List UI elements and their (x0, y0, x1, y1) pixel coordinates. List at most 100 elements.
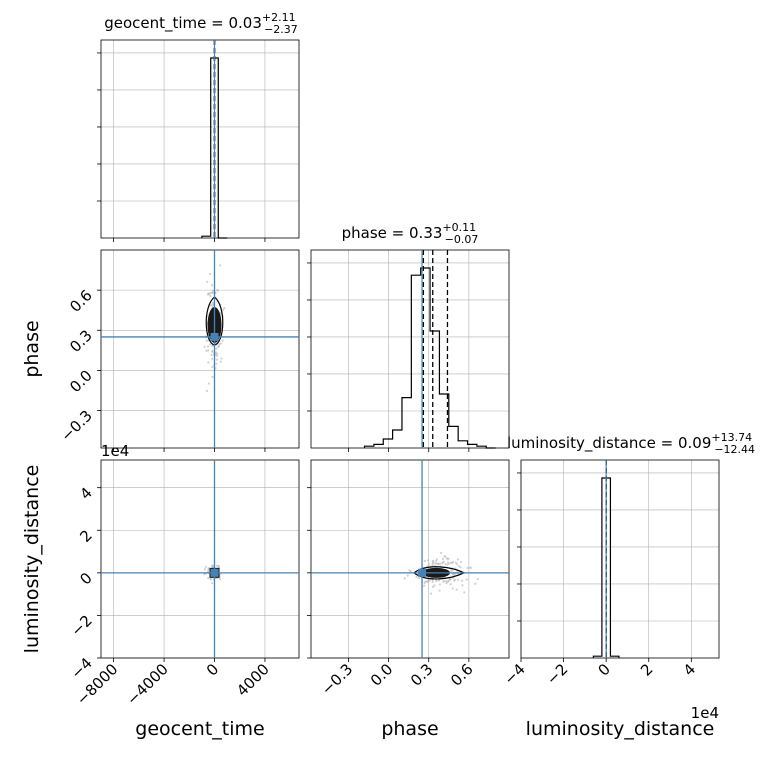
title-text: geocent_time = 0.03 (104, 14, 262, 33)
sample-point (429, 592, 433, 595)
sample-point (423, 584, 426, 587)
sample-point (438, 589, 441, 592)
sample-point (463, 591, 466, 594)
sample-point (437, 579, 441, 582)
title-plus: +13.74 (711, 431, 752, 444)
title-plus: +0.11 (442, 221, 476, 234)
sample-point (454, 561, 458, 564)
panel-geocent_time-vs-luminosity_distance-frame (100, 459, 300, 659)
x-tick-label: 2 (637, 660, 656, 679)
sample-point (211, 350, 214, 353)
sample-point (215, 362, 218, 365)
sample-point (209, 304, 213, 307)
x-tick-label: −4 (500, 660, 528, 688)
title-minus: −0.07 (445, 233, 479, 246)
y-tick-label: 2 (76, 526, 95, 545)
sample-point (207, 349, 210, 352)
sample-point (432, 559, 435, 562)
histogram-geocent_time (201, 57, 228, 239)
sample-point (439, 562, 442, 565)
truth-marker (210, 332, 219, 341)
sample-point (205, 389, 209, 393)
sample-point (211, 290, 214, 293)
sample-point (219, 360, 222, 363)
sample-point (211, 301, 215, 304)
x-tick-label: 0 (595, 660, 614, 679)
x-axis-label-luminosity_distance: luminosity_distance (526, 718, 715, 740)
sample-point (435, 559, 438, 562)
sample-point (210, 291, 213, 295)
sample-point (428, 579, 431, 582)
sample-point (446, 558, 449, 561)
sample-point (210, 353, 213, 357)
sample-point (461, 584, 464, 587)
sample-point (438, 583, 441, 586)
sample-point (210, 284, 214, 287)
y-tick-label: −0.3 (57, 407, 95, 445)
sample-point (208, 272, 211, 276)
sample-point (408, 569, 411, 572)
sample-point (222, 308, 225, 312)
sample-point (458, 565, 461, 568)
sample-point (403, 577, 406, 580)
sample-point (209, 294, 212, 297)
sample-point (442, 560, 445, 563)
sample-point (446, 563, 449, 566)
x-tick-label: −4000 (123, 660, 172, 709)
sample-point (460, 579, 464, 582)
sample-point (444, 580, 447, 583)
sample-point (211, 344, 214, 348)
title-text: phase = 0.33 (342, 224, 443, 242)
title-geocent_time: geocent_time = 0.03+2.11 −2.37 (104, 11, 298, 36)
sample-point (203, 573, 206, 576)
sample-point (211, 365, 214, 369)
title-text: luminosity_distance = 0.09 (507, 434, 711, 453)
sample-point (203, 345, 206, 348)
sample-point (211, 375, 214, 379)
sample-point (204, 565, 207, 569)
sample-point (219, 264, 222, 267)
x-offset-text: 1e4 (691, 704, 719, 722)
sample-point (456, 578, 460, 581)
sample-point (215, 564, 219, 567)
sample-point (215, 358, 219, 361)
truth-marker (418, 568, 427, 577)
sample-point (455, 588, 458, 591)
sample-point (459, 560, 463, 564)
sample-point (209, 578, 212, 581)
y-tick-label: 0.3 (66, 326, 96, 356)
x-tick-label: 0.0 (367, 660, 397, 690)
y-offset-text: 1e4 (101, 442, 129, 460)
sample-point (424, 580, 427, 583)
sample-point (441, 562, 444, 565)
x-tick-label: 4000 (233, 660, 273, 700)
sample-point (449, 583, 452, 586)
truth-marker (210, 568, 219, 577)
x-axis-label-phase: phase (381, 718, 438, 740)
sample-point (474, 582, 477, 585)
title-luminosity_distance: luminosity_distance = 0.09+13.74 −12.44 (507, 431, 755, 456)
histogram-phase (363, 267, 496, 449)
y-axis-label-phase: phase (21, 320, 43, 377)
sample-point (431, 585, 435, 588)
y-tick-label: 0.0 (66, 367, 96, 397)
sample-point (214, 351, 218, 354)
sample-point (207, 292, 210, 295)
title-minus: −2.37 (264, 23, 298, 36)
x-tick-label: 0.3 (407, 660, 437, 690)
sample-point (218, 577, 222, 581)
sample-point (423, 559, 427, 562)
sample-point (449, 577, 452, 581)
sample-point (450, 561, 453, 564)
y-tick-label: 4 (76, 484, 95, 503)
sample-point (219, 342, 223, 345)
sample-point (215, 354, 218, 357)
sample-point (223, 306, 226, 310)
panel-geocent_time-hist-frame (100, 39, 300, 239)
sample-point (211, 582, 214, 585)
sample-point (418, 577, 421, 580)
sample-point (453, 578, 456, 581)
x-tick-label: 0 (203, 660, 222, 679)
sample-point (442, 580, 445, 583)
